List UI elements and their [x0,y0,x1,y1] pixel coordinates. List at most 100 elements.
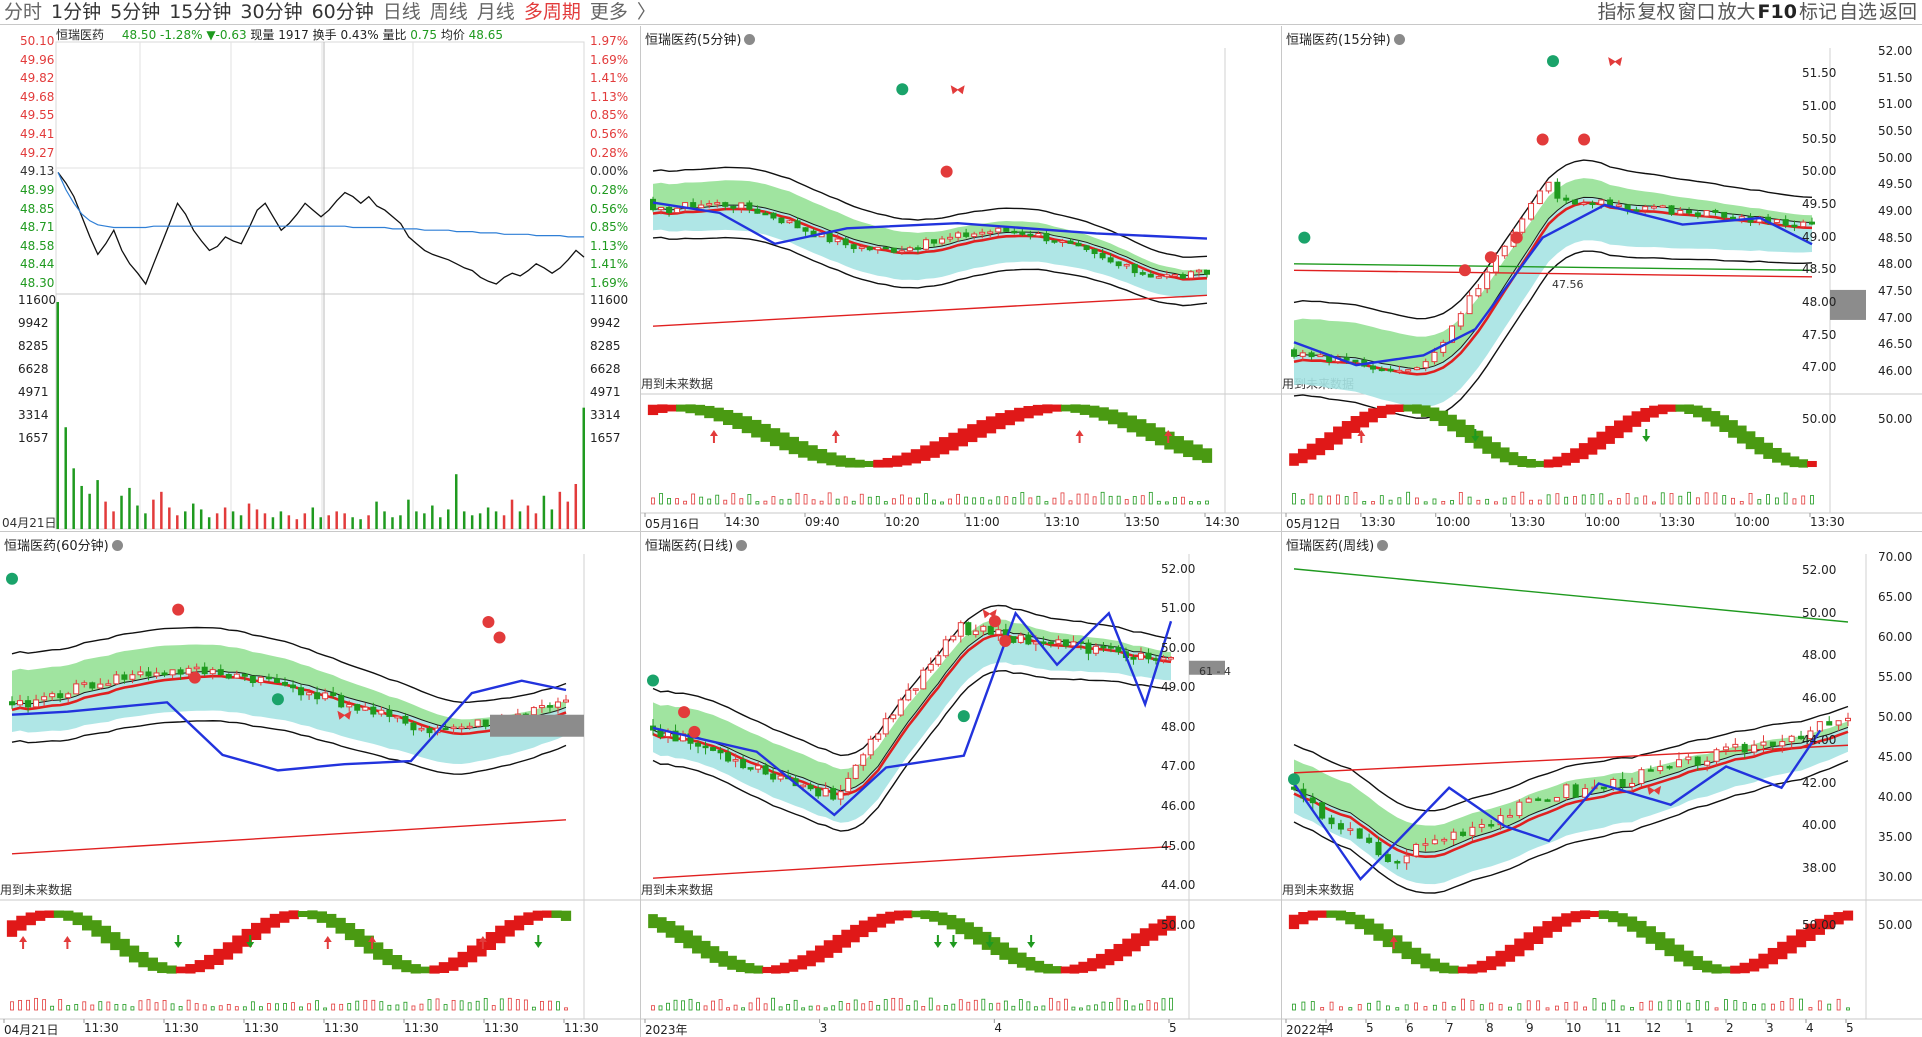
zoom-button[interactable]: 放大 [1717,1,1756,23]
adjust-button[interactable]: 复权 [1637,1,1676,23]
sub-tick-right: 50.00 [1878,918,1913,932]
panel-60min[interactable]: 恒瑞医药(60分钟) 用到未来数据 04月21日 11:30 11:30 11:30 1… [0,532,640,1037]
signal-arrow [478,936,487,949]
candle-body [1107,257,1114,263]
gear-icon[interactable] [1377,540,1389,551]
sub-volume-bar [1774,497,1779,505]
sub-volume-bar [170,1003,175,1011]
sub-volume-bar [499,998,504,1011]
gear-icon[interactable] [744,34,756,45]
volume-tick-left: 1657 [18,431,49,445]
candle-body [800,784,807,788]
candle-body [402,715,409,724]
panel-15min[interactable]: 恒瑞医药(15分钟) 用到未来数据 51.5051.0050.5050.0049… [1282,26,1922,531]
sub-volume-bar [803,494,808,505]
price-tick: 48.99 [20,182,55,197]
x-axis-label: 11:30 [324,1021,359,1035]
candle-body [1501,245,1508,257]
sub-volume-bar [1406,491,1411,505]
chevron-right-icon[interactable]: 〉 [636,0,656,23]
panel-5min[interactable]: 恒瑞医药(5分钟) 用到未来数据 05月16日 14:30 09:40 10:20 11… [641,26,1281,531]
sub-volume-bar [114,1004,119,1011]
candle-body [1422,361,1429,369]
back-button[interactable]: 返回 [1878,1,1917,23]
sub-volume-bar [443,1004,448,1011]
volume-bar [319,517,322,529]
sub-volume-bar [846,1003,851,1011]
sub-volume-bar [1124,499,1129,505]
sub-volume-bar [1300,499,1305,505]
sub-tick: 50.00 [1161,918,1196,932]
x-axis-label: 8 [1486,1021,1494,1035]
sub-volume-bar [819,500,824,505]
intraday-header: 恒瑞医药 48.50 -1.28% ▼-0.63 现量 1917 换手 0.43… [56,26,503,43]
sub-volume-bar [795,492,800,505]
indicator-button[interactable]: 指标 [1597,1,1636,23]
sub-volume-bar [1197,501,1201,505]
tab-1min[interactable]: 1分钟 [51,0,102,23]
sub-volume-bar [299,1006,303,1011]
green-cloud [653,619,1171,791]
tab-multi-period[interactable]: 多周期 [523,0,581,23]
sub-volume-bar [331,1003,336,1011]
gear-icon[interactable] [1393,34,1405,45]
buy-signal-icon [957,710,970,723]
avg-value: 48.65 [468,28,504,42]
future-data-note: 用到未来数据 [641,377,714,391]
candle-body [410,722,417,731]
sub-volume-bar [1461,998,1465,1011]
candle-body [1816,721,1823,732]
tab-5min[interactable]: 5分钟 [110,0,161,23]
sub-volume-bar [1028,497,1033,505]
sub-volume-bar [355,1000,360,1011]
price-tick: 51.50 [1802,66,1837,81]
volume-bar [72,468,75,529]
tab-monthly[interactable]: 月线 [476,0,515,23]
candle-body [458,726,465,730]
tab-timeshare[interactable]: 分时 [4,0,43,23]
candle-body [1571,199,1578,205]
gear-icon[interactable] [736,540,748,551]
volume-bar [88,493,91,529]
sub-volume-bar [26,999,30,1011]
candle-body [1091,249,1098,255]
ratio-label: 量比 [382,28,407,42]
window-button[interactable]: 窗口 [1677,1,1716,23]
candle-body [935,655,942,665]
candle-body [1070,641,1077,647]
sub-volume-bar [1846,1007,1850,1011]
sub-volume-bar [1132,496,1137,505]
gear-icon[interactable] [111,540,123,551]
price-tick-right: 52.00 [1878,44,1913,58]
f10-button[interactable]: F10 [1757,1,1797,23]
sub-volume-bar [90,1004,95,1011]
sub-volume-bar [1836,998,1841,1011]
signal-arrow [949,935,958,948]
sub-volume-bar [146,999,151,1011]
sell-signal-icon [999,634,1012,647]
candle-body [1668,205,1675,215]
volume-bar [176,515,179,529]
signal-arrow [1075,430,1084,443]
tab-weekly[interactable]: 周线 [429,0,468,23]
trend-zigzag [1293,203,1813,367]
sell-signal-icon [1484,251,1497,264]
candle-body [882,718,889,735]
tab-daily[interactable]: 日线 [382,0,421,23]
tab-15min[interactable]: 15分钟 [169,0,232,23]
mark-button[interactable]: 标记 [1798,1,1837,23]
tab-30min[interactable]: 30分钟 [240,0,303,23]
candle-body [1845,717,1851,722]
sub-volume-bar [395,1004,400,1011]
candle-body [1085,642,1092,654]
tab-more[interactable]: 更多 [589,0,628,23]
volume-tick-right: 8285 [590,339,621,353]
panel-weekly[interactable]: 恒瑞医药(周线) 用到未来数据 52.00 50.00 48.00 46.00 44.0… [1282,532,1922,1037]
sub-volume-bar [1695,497,1700,505]
candle-body [746,202,753,210]
sub-volume-bar [876,1004,881,1011]
tab-60min[interactable]: 60分钟 [311,0,374,23]
panel-daily[interactable]: 恒瑞医药(日线) 用到未来数据 52.00 51.00 50.00 49.00 48.0… [641,532,1281,1037]
intraday-panel[interactable]: 恒瑞医药 48.50 -1.28% ▼-0.63 现量 1917 换手 0.43… [0,26,640,531]
watchlist-button[interactable]: 自选 [1838,1,1877,23]
